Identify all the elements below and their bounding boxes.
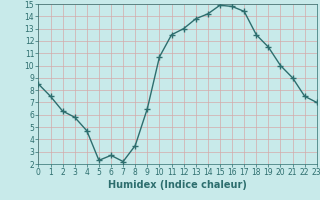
X-axis label: Humidex (Indice chaleur): Humidex (Indice chaleur) [108, 180, 247, 190]
